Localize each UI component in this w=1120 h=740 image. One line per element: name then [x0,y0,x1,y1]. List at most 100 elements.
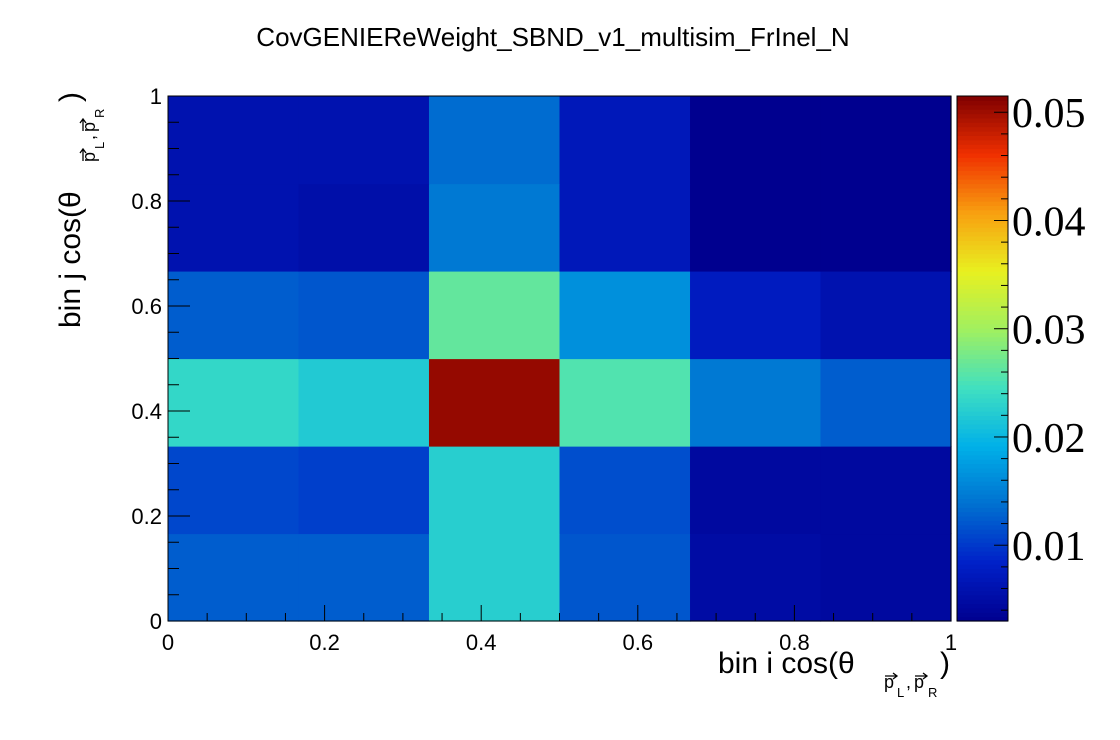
colorbar-segment [957,555,1008,561]
heatmap-cell [168,446,300,535]
colorbar-segment [957,240,1008,246]
heatmap-cell [168,270,300,360]
colorbar-segment [957,537,1008,543]
x-tick-label: 0.6 [623,630,654,655]
colorbar-segment [957,179,1008,185]
heatmap-cell [690,183,822,272]
colorbar-segment [957,542,1008,548]
vector-arrow-icon [79,117,87,131]
svg-text:p: p [79,152,99,162]
colorbar-segment [957,144,1008,150]
colorbar-segment [957,113,1008,119]
y-tick-label: 0 [150,609,162,634]
colorbar-segment [957,411,1008,416]
heatmap-cell [428,270,561,360]
heatmap-cell [298,270,430,360]
colorbar-segment [957,376,1008,381]
colorbar-segment [957,183,1008,189]
colorbar-segment [957,393,1008,399]
colorbar-segment [957,572,1008,578]
svg-text:bin i cos(θ: bin i cos(θ [718,647,855,680]
x-axis-label: bin i cos(θ p L , p R ) [718,647,950,700]
heatmap-cell [820,533,952,622]
colorbar-segment [957,481,1008,486]
colorbar-segment [957,209,1008,215]
colorbar-segment [957,463,1008,469]
colorbar-segment [957,599,1008,605]
colorbar-segment [957,603,1008,609]
colorbar-segment [957,100,1008,106]
colorbar-segment [957,524,1008,530]
colorbar-segment [957,551,1008,556]
heatmap-cell [690,358,822,447]
heatmap-cell [559,446,691,535]
colorbar-segment [957,96,1008,101]
heatmap-cell [428,533,561,622]
svg-text:L: L [92,142,107,149]
colorbar-segment [957,428,1008,434]
svg-text:,: , [906,672,911,692]
colorbar-segment [957,314,1008,320]
colorbar-segment [957,327,1008,333]
heatmap-cell [298,533,430,622]
x-tick-label: 0 [162,630,174,655]
colorbar-segment [957,459,1008,465]
colorbar-segment [957,358,1008,364]
colorbar-segment [957,424,1008,430]
colorbar-segment [957,205,1008,211]
svg-text:p: p [914,672,924,692]
svg-text:R: R [928,685,937,700]
colorbar-segment [957,520,1008,526]
colorbar-segment [957,533,1008,539]
colorbar-segment [957,476,1008,482]
colorbar-segment [957,502,1008,508]
colorbar-segment [957,253,1008,259]
heatmap-cell [690,446,822,535]
colorbar-tick-label: 0.01 [1012,524,1086,570]
colorbar-segment [957,389,1008,395]
colorbar-segment [957,192,1008,198]
heatmap-cell [820,96,952,185]
colorbar-segment [957,152,1008,158]
colorbar-segment [957,612,1008,618]
colorbar-segment [957,288,1008,294]
colorbar-segment [957,244,1008,250]
colorbar-segment [957,406,1008,412]
colorbar-segment [957,319,1008,325]
heatmap-cell [820,183,952,272]
y-axis-label: bin j cos(θ p L , p R ) [54,92,107,328]
svg-text:L: L [897,685,904,700]
colorbar-segment [957,489,1008,495]
colorbar-segment [957,275,1008,281]
colorbar-tick-label: 0.04 [1012,199,1086,245]
colorbar-segment [957,616,1008,622]
colorbar-segment [957,109,1008,115]
y-tick-label: 0.6 [131,294,162,319]
colorbar-segment [957,419,1008,425]
colorbar-segment [957,135,1008,141]
colorbar-segment [957,310,1008,316]
colorbar-segment [957,117,1008,123]
y-tick-label: 0.4 [131,399,162,424]
colorbar-segment [957,397,1008,403]
colorbar-segment [957,323,1008,329]
colorbar-segment [957,581,1008,587]
colorbar-segment [957,292,1008,298]
x-tick-label: 0.8 [779,630,810,655]
colorbar-segment [957,218,1008,224]
colorbar-segment [957,279,1008,285]
heatmap-cell [428,96,561,185]
colorbar-segment [957,516,1008,521]
colorbar-segment [957,301,1008,307]
colorbar-segment [957,511,1008,517]
heatmap-cell [690,533,822,622]
chart-title: CovGENIEReWeight_SBND_v1_multisim_FrInel… [256,22,849,52]
colorbar-segment [957,266,1008,272]
colorbar-segment [957,559,1008,565]
heatmap-cells [168,96,952,622]
colorbar-segment [957,148,1008,154]
colorbar-segment [957,174,1008,180]
colorbar-segment [957,231,1008,237]
heatmap-cell [820,358,952,447]
colorbar-segment [957,472,1008,478]
